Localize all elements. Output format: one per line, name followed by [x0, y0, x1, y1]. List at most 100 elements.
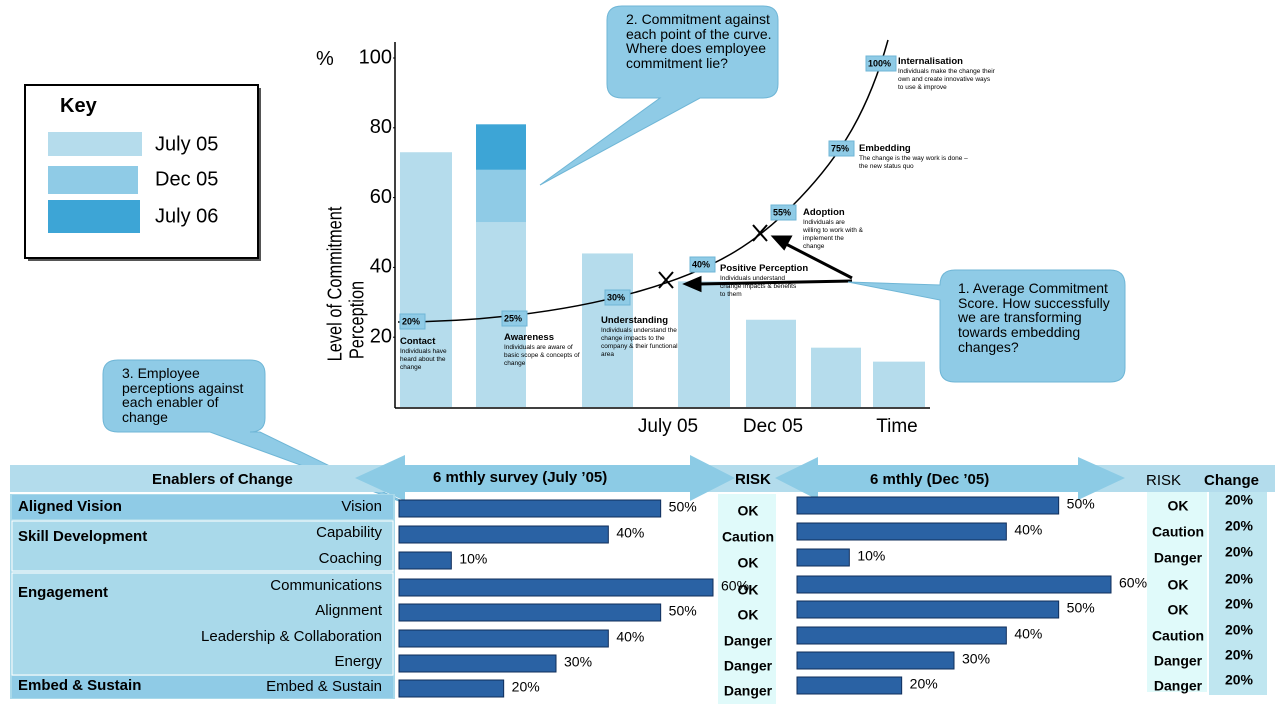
- bar: [582, 253, 633, 407]
- arrow-head: [770, 235, 793, 251]
- bar: [746, 319, 796, 407]
- risk-label: OK: [738, 503, 759, 519]
- survey-bar: [398, 603, 662, 622]
- value-label: 50%: [1067, 600, 1095, 616]
- survey-bar: [796, 496, 1060, 515]
- risk-label: OK: [738, 607, 759, 623]
- y-tick-label: 100: [359, 46, 392, 68]
- y-axis-label: Level of Commitment: [323, 207, 346, 362]
- change-label: 20%: [1225, 571, 1254, 587]
- legend-swatch: [48, 200, 140, 233]
- change-label: 20%: [1225, 492, 1254, 508]
- enabler-name: Embed & Sustain: [266, 678, 382, 695]
- arrow: [783, 241, 853, 280]
- stage-box: [828, 140, 855, 157]
- stage-text: Individuals are willing to work with & i…: [803, 219, 863, 251]
- stage-text: Individuals are aware of basic scope & c…: [504, 344, 580, 368]
- key-title: Key: [60, 95, 97, 117]
- enabler-name: Leadership & Collaboration: [201, 628, 382, 645]
- bar: [400, 152, 452, 407]
- y-tick-label: 40: [370, 256, 392, 278]
- value-label: 50%: [669, 603, 697, 619]
- survey-bar: [398, 629, 609, 648]
- bar: [873, 361, 925, 407]
- group-name: Skill Development: [18, 528, 148, 545]
- risk-label: Danger: [724, 658, 773, 674]
- legend-label: Dec 05: [155, 168, 218, 190]
- header: RISK: [735, 471, 771, 488]
- group-name: Embed & Sustain: [18, 677, 142, 694]
- group-box: [11, 572, 394, 676]
- survey-bar: [398, 679, 505, 698]
- risk-label: OK: [1168, 498, 1189, 514]
- value-label: 50%: [1067, 496, 1095, 512]
- survey-bar: [398, 551, 452, 570]
- change-label: 20%: [1225, 596, 1254, 612]
- risk-label: Danger: [1154, 653, 1203, 669]
- stage-percent: 75%: [831, 143, 849, 153]
- stage-name: Understanding: [601, 315, 669, 326]
- stage-name: Awareness: [504, 332, 554, 343]
- risk-label: Caution: [1152, 524, 1204, 540]
- header: Change: [1204, 472, 1260, 489]
- risk-label: Danger: [724, 633, 773, 649]
- value-label: 60%: [721, 578, 749, 594]
- legend-label: July 06: [155, 205, 218, 227]
- risk-label: Danger: [724, 683, 773, 699]
- callout-text: 1. Average Commitment Score. How success…: [958, 280, 1110, 355]
- value-label: 60%: [1119, 575, 1147, 591]
- stage-box: [399, 313, 426, 330]
- value-label: 30%: [962, 651, 990, 667]
- survey-bar: [796, 548, 850, 567]
- y-tick-label: 20: [370, 325, 392, 347]
- group-box: [12, 495, 393, 519]
- value-label: 50%: [669, 499, 697, 515]
- group-name: Aligned Vision: [18, 498, 122, 515]
- survey-bars: [398, 496, 1112, 698]
- legend-swatch: [48, 132, 142, 156]
- stage-percent: 40%: [692, 259, 710, 269]
- risk-label: OK: [738, 555, 759, 571]
- x-label: Time: [876, 416, 918, 437]
- value-label: 10%: [857, 548, 885, 564]
- callout-1: [847, 269, 1126, 383]
- value-label: 40%: [616, 525, 644, 541]
- stage-box: [770, 204, 797, 221]
- stage-text: Individuals understand change impacts & …: [720, 275, 797, 299]
- survey-bar: [398, 654, 557, 673]
- survey-bar: [796, 522, 1007, 541]
- survey-bar: [796, 676, 903, 695]
- risk-column: [718, 494, 776, 704]
- header: 6 mthly (Dec ’05): [870, 471, 990, 488]
- group-name: Engagement: [18, 584, 109, 601]
- arrow-head: [682, 275, 702, 293]
- group-box: [11, 520, 394, 572]
- enabler-name: Alignment: [315, 602, 382, 619]
- stage-percent: 30%: [607, 292, 625, 302]
- stage-percent: 20%: [402, 316, 420, 326]
- change-column: [1209, 492, 1267, 695]
- risk-label: Danger: [1154, 550, 1203, 566]
- callout-text: 2. Commitment against each point of the …: [626, 11, 772, 72]
- value-label: 20%: [910, 676, 938, 692]
- header: 6 mthly survey (July ’05): [433, 469, 608, 486]
- change-label: 20%: [1225, 518, 1254, 534]
- stage-box: [604, 289, 631, 306]
- stage-name: Internalisation: [898, 56, 963, 67]
- x-label: Dec 05: [743, 416, 803, 437]
- stage-text: Individuals understand the change impact…: [601, 327, 678, 359]
- value-label: 30%: [564, 654, 592, 670]
- enabler-name: Communications: [270, 577, 382, 594]
- risk-column: [1147, 492, 1207, 692]
- change-label: 20%: [1225, 622, 1254, 638]
- risk-label: Caution: [722, 529, 774, 545]
- stage-name: Positive Perception: [720, 263, 809, 274]
- change-label: 20%: [1225, 647, 1254, 663]
- risk-label: OK: [1168, 602, 1189, 618]
- enabler-name: Coaching: [318, 550, 382, 567]
- double-arrow: [775, 457, 1125, 500]
- stage-percent: 55%: [773, 207, 791, 217]
- survey-bar: [398, 578, 714, 597]
- unit-label: %: [316, 48, 334, 70]
